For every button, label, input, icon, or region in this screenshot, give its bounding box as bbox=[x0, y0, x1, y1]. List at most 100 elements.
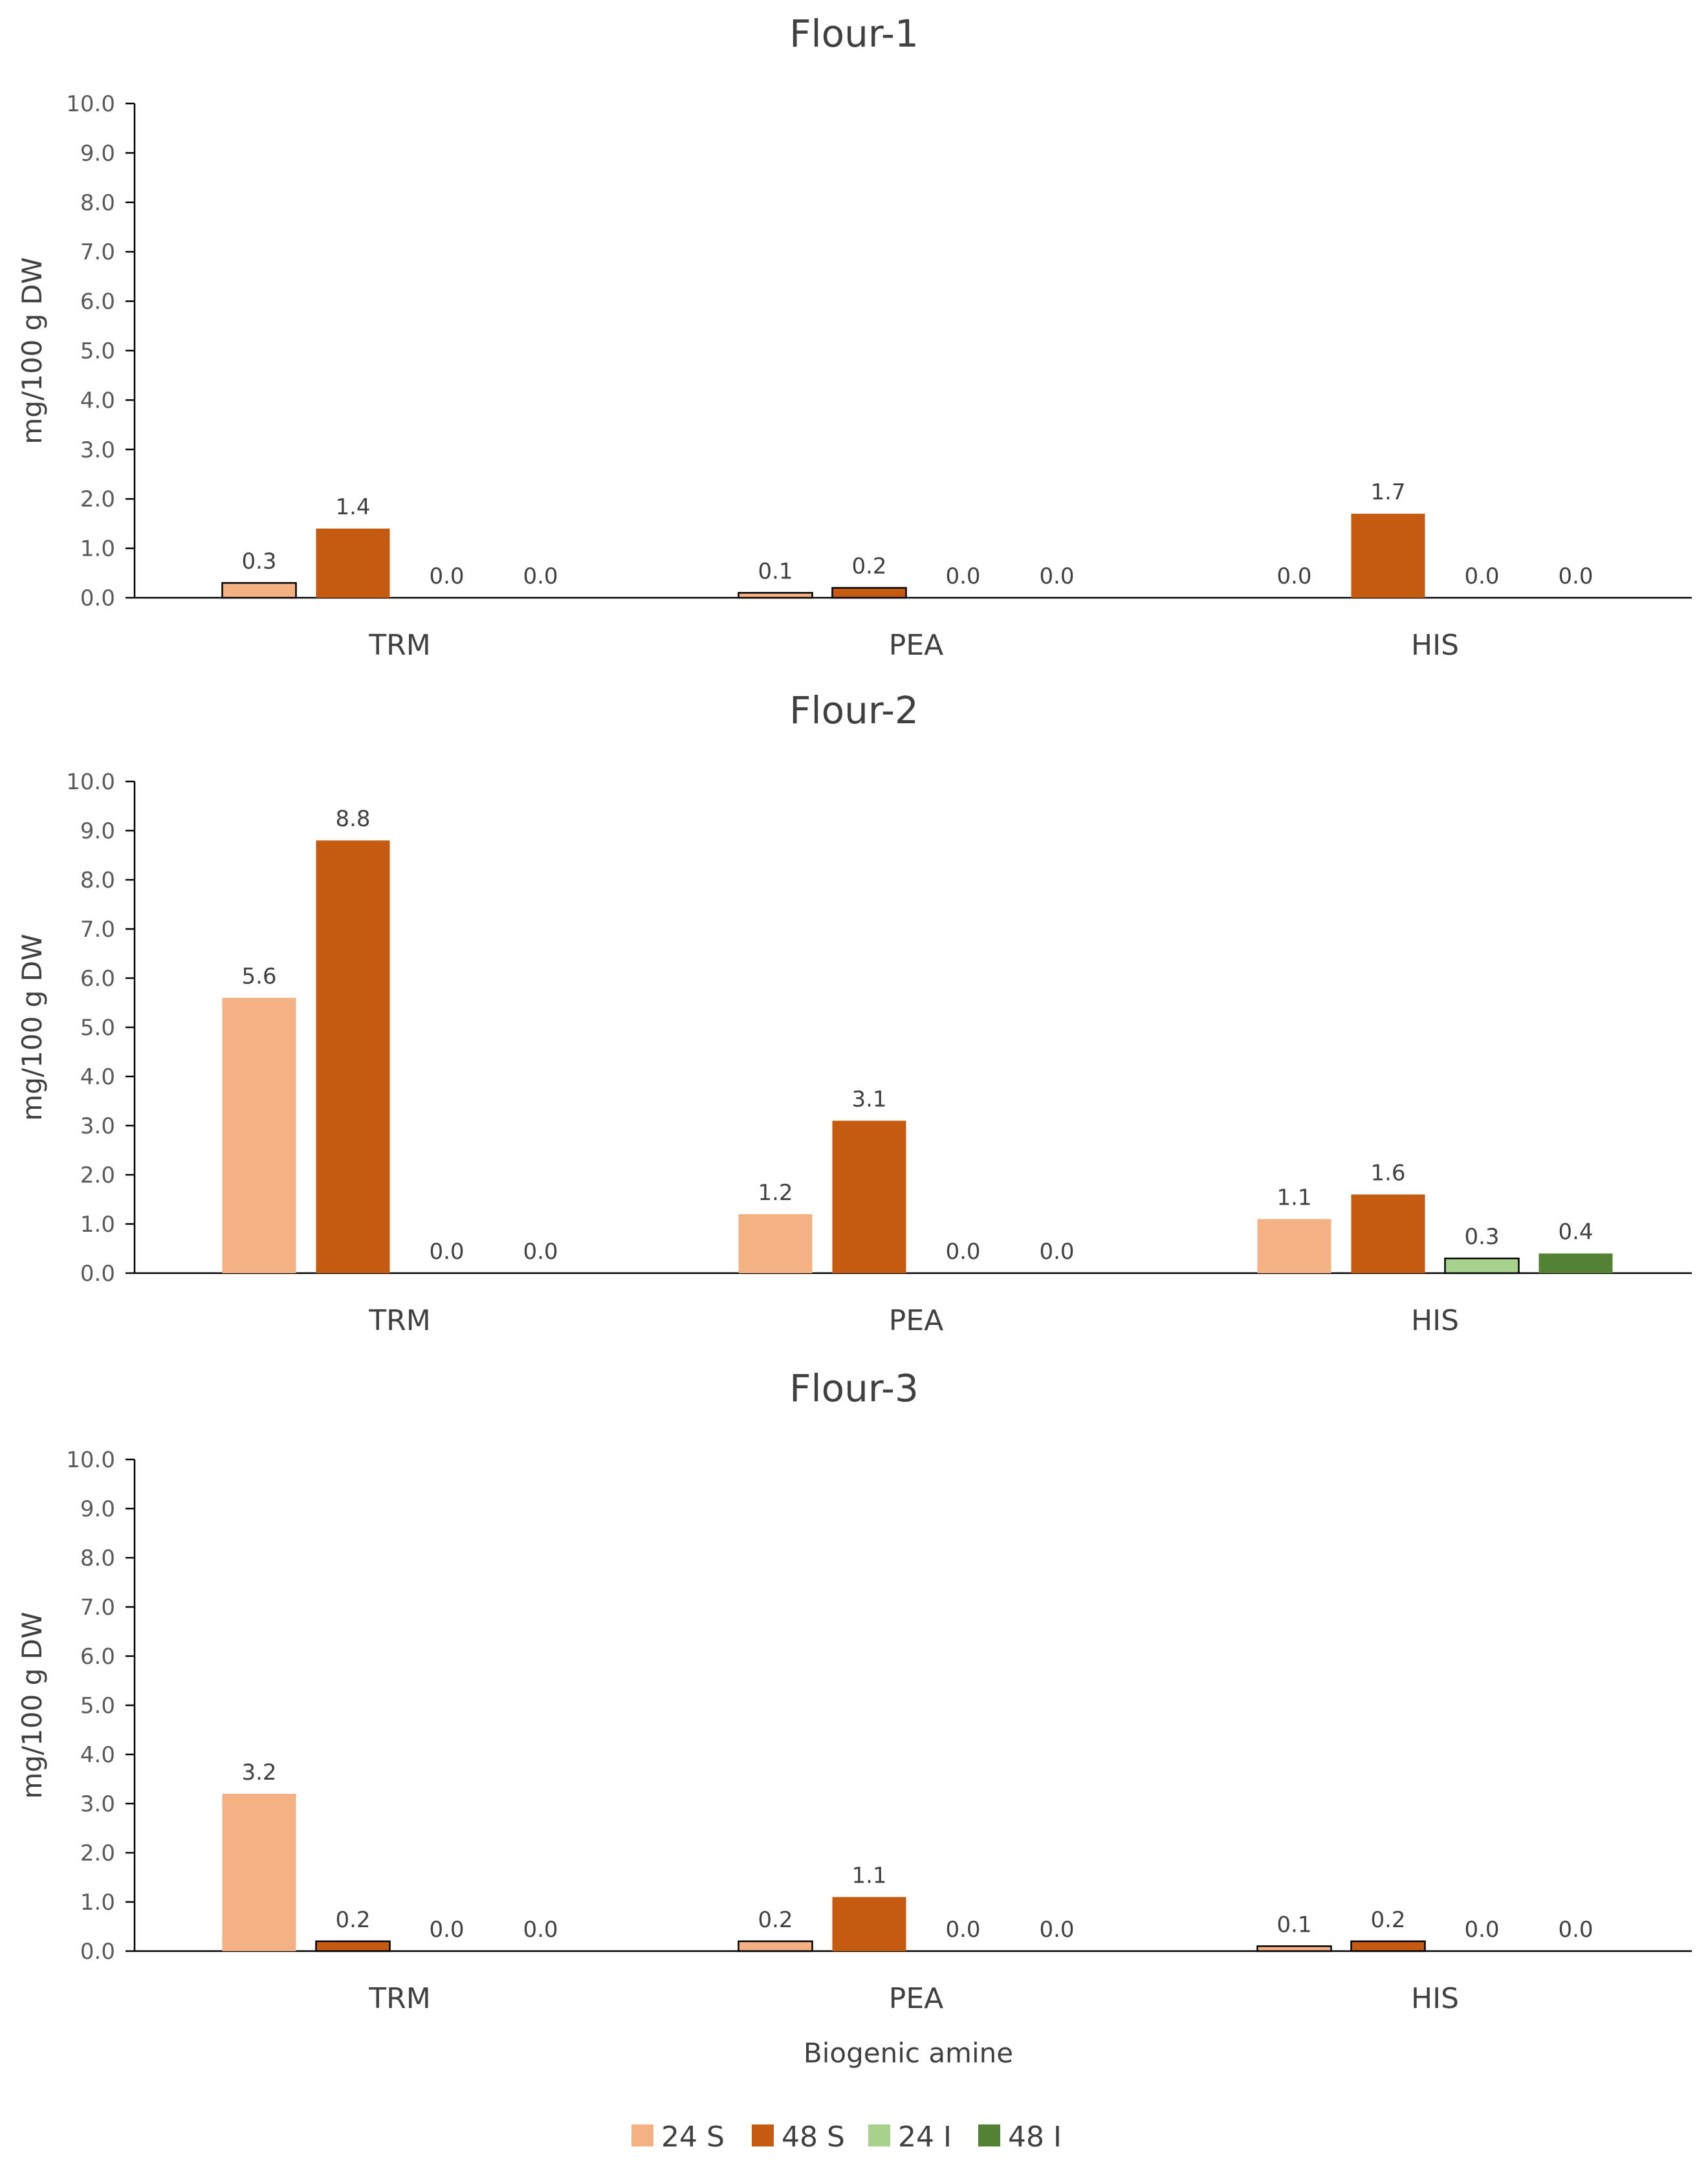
y-tick-label: 4.0 bbox=[80, 388, 115, 413]
data-label: 0.0 bbox=[1558, 563, 1593, 589]
bar bbox=[222, 998, 296, 1273]
y-tick-label: 10.0 bbox=[66, 1447, 115, 1473]
data-label: 0.0 bbox=[945, 1239, 980, 1265]
data-label: 8.8 bbox=[335, 806, 370, 832]
y-tick-label: 2.0 bbox=[80, 1840, 115, 1866]
y-axis-title: mg/100 g DW bbox=[16, 257, 48, 444]
y-tick-label: 7.0 bbox=[80, 239, 115, 265]
bar bbox=[832, 1120, 906, 1273]
y-tick-label: 1.0 bbox=[80, 536, 115, 562]
y-tick-label: 3.0 bbox=[80, 1791, 115, 1817]
data-label: 0.0 bbox=[1276, 563, 1311, 589]
x-category-label: PEA bbox=[889, 1982, 943, 2015]
bar bbox=[1538, 1253, 1613, 1273]
y-tick-label: 6.0 bbox=[80, 966, 115, 992]
data-label: 0.4 bbox=[1558, 1219, 1593, 1245]
data-label: 0.2 bbox=[1370, 1907, 1405, 1933]
data-label: 3.2 bbox=[241, 1760, 276, 1785]
data-label: 0.0 bbox=[945, 1917, 980, 1943]
x-axis-title: Biogenic amine bbox=[804, 2037, 1013, 2069]
bar bbox=[738, 1214, 813, 1273]
bar bbox=[1351, 1194, 1425, 1273]
data-label: 0.0 bbox=[429, 1239, 464, 1265]
y-tick-label: 8.0 bbox=[80, 190, 115, 216]
data-label: 1.1 bbox=[1276, 1185, 1311, 1210]
data-label: 0.0 bbox=[523, 563, 558, 589]
y-tick-label: 8.0 bbox=[80, 1545, 115, 1571]
bar bbox=[1444, 1257, 1520, 1274]
y-tick-label: 0.0 bbox=[80, 585, 115, 611]
legend-label: 48 I bbox=[1008, 2121, 1062, 2154]
bar bbox=[222, 1793, 296, 1951]
y-tick-label: 6.0 bbox=[80, 289, 115, 315]
y-tick-label: 3.0 bbox=[80, 437, 115, 463]
data-label: 0.0 bbox=[523, 1239, 558, 1265]
y-tick-label: 0.0 bbox=[80, 1261, 115, 1287]
bar bbox=[221, 582, 297, 599]
y-tick-label: 9.0 bbox=[80, 1496, 115, 1522]
data-label: 0.2 bbox=[851, 554, 886, 580]
data-label: 0.0 bbox=[1464, 563, 1499, 589]
data-label: 0.3 bbox=[241, 549, 276, 574]
y-tick-label: 5.0 bbox=[80, 1015, 115, 1041]
y-tick-label: 1.0 bbox=[80, 1212, 115, 1238]
y-tick-label: 3.0 bbox=[80, 1113, 115, 1139]
data-label: 0.0 bbox=[1039, 1239, 1074, 1265]
data-label: 1.2 bbox=[758, 1180, 793, 1206]
legend-swatch bbox=[631, 2124, 653, 2146]
legend-label: 24 I bbox=[898, 2121, 952, 2154]
legend-label: 48 S bbox=[782, 2121, 845, 2154]
x-category-label: PEA bbox=[889, 629, 943, 662]
data-label: 1.4 bbox=[335, 494, 370, 520]
x-category-label: HIS bbox=[1411, 629, 1459, 662]
bar bbox=[1351, 514, 1425, 598]
legend-label: 24 S bbox=[661, 2121, 725, 2154]
y-tick-label: 6.0 bbox=[80, 1644, 115, 1670]
data-label: 0.1 bbox=[1276, 1912, 1311, 1938]
data-label: 1.1 bbox=[851, 1862, 886, 1888]
bar bbox=[832, 1897, 906, 1951]
x-category-label: HIS bbox=[1411, 1304, 1459, 1337]
data-label: 0.3 bbox=[1464, 1224, 1499, 1250]
data-label: 0.0 bbox=[1464, 1917, 1499, 1943]
legend-swatch bbox=[752, 2124, 774, 2146]
bar bbox=[316, 840, 390, 1273]
bar bbox=[316, 529, 390, 598]
y-tick-label: 4.0 bbox=[80, 1064, 115, 1090]
x-category-label: TRM bbox=[368, 1982, 430, 2015]
y-tick-label: 1.0 bbox=[80, 1890, 115, 1916]
bar bbox=[1256, 1945, 1332, 1952]
bar bbox=[738, 1940, 813, 1952]
y-tick-label: 4.0 bbox=[80, 1742, 115, 1768]
data-label: 1.6 bbox=[1370, 1160, 1405, 1186]
y-tick-label: 5.0 bbox=[80, 338, 115, 364]
y-tick-label: 2.0 bbox=[80, 1163, 115, 1188]
data-label: 1.7 bbox=[1370, 479, 1405, 505]
y-tick-label: 10.0 bbox=[66, 769, 115, 795]
bar bbox=[1257, 1219, 1331, 1273]
chart-title: Flour-3 bbox=[789, 1366, 919, 1410]
data-label: 3.1 bbox=[851, 1086, 886, 1112]
chart-title: Flour-2 bbox=[789, 688, 919, 732]
x-category-label: TRM bbox=[368, 629, 430, 662]
data-label: 0.0 bbox=[1039, 1917, 1074, 1943]
data-label: 0.2 bbox=[758, 1907, 793, 1933]
bar bbox=[1350, 1940, 1426, 1952]
y-tick-label: 0.0 bbox=[80, 1939, 115, 1965]
y-axis-title: mg/100 g DW bbox=[16, 1611, 48, 1798]
y-tick-label: 7.0 bbox=[80, 1595, 115, 1621]
data-label: 0.2 bbox=[335, 1907, 370, 1933]
y-tick-label: 8.0 bbox=[80, 868, 115, 893]
data-label: 0.0 bbox=[945, 563, 980, 589]
data-label: 0.0 bbox=[523, 1917, 558, 1943]
y-tick-label: 2.0 bbox=[80, 486, 115, 512]
y-axis-title: mg/100 g DW bbox=[16, 934, 48, 1120]
data-label: 0.0 bbox=[429, 563, 464, 589]
legend-swatch bbox=[868, 2124, 890, 2146]
y-tick-label: 5.0 bbox=[80, 1693, 115, 1719]
data-label: 0.0 bbox=[429, 1917, 464, 1943]
x-category-label: TRM bbox=[368, 1304, 430, 1337]
data-label: 0.1 bbox=[758, 558, 793, 584]
bar bbox=[738, 592, 813, 599]
